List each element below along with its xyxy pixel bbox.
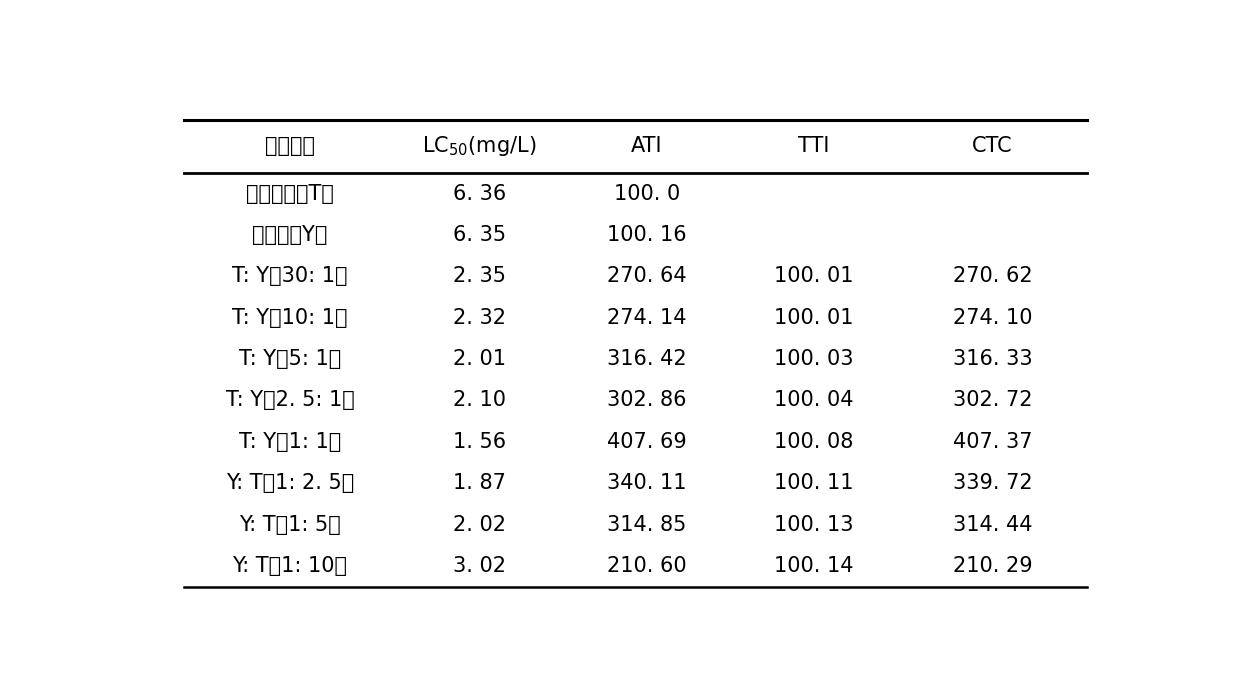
Text: 100. 0: 100. 0	[614, 183, 680, 203]
Text: 314. 85: 314. 85	[608, 515, 687, 535]
Text: 100. 03: 100. 03	[774, 349, 853, 369]
Text: T: Y（2. 5: 1）: T: Y（2. 5: 1）	[226, 391, 355, 411]
Text: LC$_{50}$(mg/L): LC$_{50}$(mg/L)	[423, 134, 537, 158]
Text: 100. 04: 100. 04	[774, 391, 853, 411]
Text: 100. 08: 100. 08	[774, 432, 853, 452]
Text: 2. 35: 2. 35	[453, 267, 506, 287]
Text: 100. 13: 100. 13	[774, 515, 853, 535]
Text: 3. 02: 3. 02	[453, 556, 506, 576]
Text: ATI: ATI	[631, 136, 662, 156]
Text: 314. 44: 314. 44	[952, 515, 1032, 535]
Text: 210. 60: 210. 60	[606, 556, 687, 576]
Text: T: Y（1: 1）: T: Y（1: 1）	[239, 432, 341, 452]
Text: 316. 42: 316. 42	[606, 349, 687, 369]
Text: Y: T（1: 5）: Y: T（1: 5）	[239, 515, 341, 535]
Text: 407. 37: 407. 37	[952, 432, 1032, 452]
Text: 339. 72: 339. 72	[952, 473, 1032, 493]
Text: Y: T（1: 10）: Y: T（1: 10）	[232, 556, 347, 576]
Text: 270. 62: 270. 62	[952, 267, 1032, 287]
Text: 100. 11: 100. 11	[774, 473, 853, 493]
Text: T: Y（5: 1）: T: Y（5: 1）	[239, 349, 341, 369]
Text: CTC: CTC	[972, 136, 1013, 156]
Text: 1. 56: 1. 56	[453, 432, 506, 452]
Text: 302. 72: 302. 72	[952, 391, 1032, 411]
Text: 270. 64: 270. 64	[606, 267, 687, 287]
Text: 100. 01: 100. 01	[774, 267, 853, 287]
Text: 丁氟螨酯（T）: 丁氟螨酯（T）	[246, 183, 334, 203]
Text: 210. 29: 210. 29	[952, 556, 1032, 576]
Text: 2. 10: 2. 10	[453, 391, 506, 411]
Text: 供试药剂: 供试药剂	[265, 136, 315, 156]
Text: Y: T（1: 2. 5）: Y: T（1: 2. 5）	[226, 473, 355, 493]
Text: 1. 87: 1. 87	[454, 473, 506, 493]
Text: 100. 14: 100. 14	[774, 556, 853, 576]
Text: 6. 35: 6. 35	[453, 225, 506, 245]
Text: 2. 01: 2. 01	[453, 349, 506, 369]
Text: T: Y（30: 1）: T: Y（30: 1）	[232, 267, 347, 287]
Text: TTI: TTI	[799, 136, 830, 156]
Text: 2. 32: 2. 32	[453, 308, 506, 328]
Text: 302. 86: 302. 86	[608, 391, 687, 411]
Text: 274. 14: 274. 14	[608, 308, 687, 328]
Text: T: Y（10: 1）: T: Y（10: 1）	[232, 308, 347, 328]
Text: 乙螨唑（Y）: 乙螨唑（Y）	[252, 225, 327, 245]
Text: 407. 69: 407. 69	[606, 432, 687, 452]
Text: 100. 16: 100. 16	[606, 225, 687, 245]
Text: 274. 10: 274. 10	[952, 308, 1032, 328]
Text: 2. 02: 2. 02	[453, 515, 506, 535]
Text: 6. 36: 6. 36	[453, 183, 506, 203]
Text: 340. 11: 340. 11	[608, 473, 687, 493]
Text: 316. 33: 316. 33	[952, 349, 1032, 369]
Text: 100. 01: 100. 01	[774, 308, 853, 328]
